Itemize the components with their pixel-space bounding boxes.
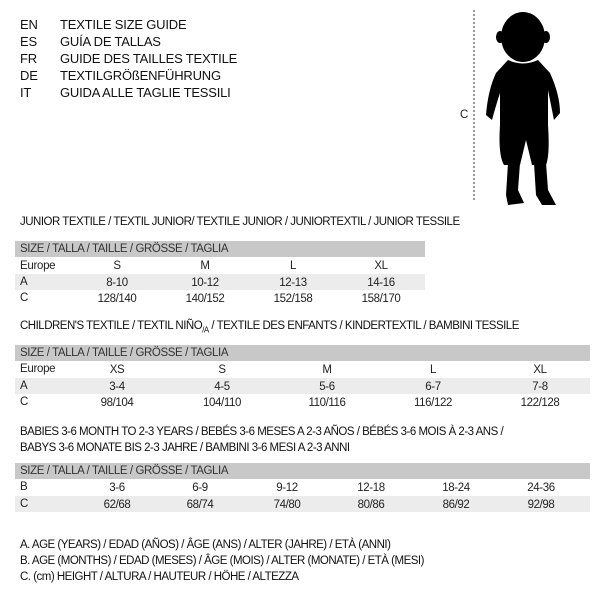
table-cell: L [290, 260, 296, 272]
row-shade [15, 496, 590, 512]
table-cell: 62/68 [103, 499, 131, 511]
table-cell: M [200, 260, 210, 272]
table-cell: 92/98 [527, 499, 555, 511]
lang-code: DE [20, 68, 38, 83]
row-label: Europe [20, 363, 56, 375]
table-cell: 24-36 [527, 482, 555, 494]
table-cell: 3-4 [109, 381, 125, 393]
table-cell: 140/152 [185, 293, 225, 305]
table-cell: 104/110 [203, 397, 241, 409]
lang-code: EN [20, 17, 38, 32]
junior-section-title: JUNIOR TEXTILE / TEXTIL JUNIOR/ TEXTILE … [20, 216, 460, 228]
row-label: B [20, 481, 28, 493]
junior-size-header: SIZE / TALLA / TAILLE / GRÖSSE / TAGLIA [15, 241, 425, 257]
table-cell: 98/104 [100, 397, 134, 409]
table-cell: 6-9 [192, 482, 208, 494]
size-header-text: SIZE / TALLA / TAILLE / GRÖSSE / TAGLIA [20, 465, 229, 477]
size-header-text: SIZE / TALLA / TAILLE / GRÖSSE / TAGLIA [20, 243, 229, 255]
guide-title: GUÍA DE TALLAS [60, 34, 161, 49]
lang-code: FR [20, 51, 37, 66]
table-cell: M [322, 364, 332, 376]
table-cell: XL [374, 260, 388, 272]
legend-item: A. AGE (YEARS) / EDAD (AÑOS) / ÂGE (ANS)… [20, 539, 391, 551]
row-label: C [20, 498, 29, 510]
title-subscript: /A [202, 325, 209, 335]
table-cell: 86/92 [442, 499, 470, 511]
table-cell: XL [533, 364, 547, 376]
table-cell: S [113, 260, 121, 272]
child-silhouette-icon [473, 10, 560, 205]
legend-item: C. (cm) HEIGHT / ALTURA / HAUTEUR / HÖHE… [20, 571, 299, 583]
table-cell: 4-5 [214, 381, 230, 393]
table-cell: 80/86 [357, 499, 385, 511]
table-cell: 3-6 [109, 482, 125, 494]
table-cell: 12-13 [279, 277, 307, 289]
table-cell: 5-6 [319, 381, 335, 393]
table-cell: 6-7 [425, 381, 441, 393]
row-label: A [20, 380, 28, 392]
table-cell: 116/122 [414, 397, 452, 409]
legend-item: B. AGE (MONTHS) / EDAD (MESES) / ÂGE (MO… [20, 555, 424, 567]
table-cell: 18-24 [442, 482, 470, 494]
guide-title: GUIDE DES TAILLES TEXTILE [60, 51, 238, 66]
children-section-title: CHILDREN'S TEXTILE / TEXTIL NIÑO/A / TEX… [20, 318, 519, 338]
title-text-rest: / TEXTILE DES ENFANTS / KINDERTEXTIL / B… [208, 320, 519, 332]
table-cell: 9-12 [276, 482, 298, 494]
guide-title: TEXTILGRÖßENFÜHRUNG [60, 68, 221, 83]
lang-code: ES [20, 34, 37, 49]
babies-section-title: BABIES 3-6 MONTH TO 2-3 YEARS / BEBÉS 3-… [20, 426, 504, 438]
table-cell: XS [109, 364, 125, 376]
babies-size-header: SIZE / TALLA / TAILLE / GRÖSSE / TAGLIA [15, 463, 590, 479]
row-label: Europe [20, 260, 56, 272]
table-cell: 152/158 [273, 293, 313, 305]
height-measure-label: C [460, 109, 469, 121]
table-cell: S [218, 364, 226, 376]
table-cell: L [430, 364, 436, 376]
children-size-header: SIZE / TALLA / TAILLE / GRÖSSE / TAGLIA [15, 345, 590, 361]
row-label: A [20, 276, 28, 288]
table-cell: 7-8 [532, 381, 548, 393]
table-cell: 110/116 [308, 397, 346, 409]
row-shade [15, 274, 425, 290]
table-cell: 14-16 [367, 277, 395, 289]
row-label: C [20, 292, 29, 304]
title-text: CHILDREN'S TEXTILE / TEXTIL NIÑO [20, 320, 203, 332]
table-cell: 8-10 [106, 277, 128, 289]
table-cell: 122/128 [520, 397, 560, 409]
table-cell: 158/170 [361, 293, 401, 305]
table-cell: 128/140 [97, 293, 137, 305]
table-cell: 68/74 [186, 499, 214, 511]
table-cell: 12-18 [357, 482, 385, 494]
row-label: C [20, 396, 29, 408]
table-cell: 10-12 [191, 277, 219, 289]
guide-title: TEXTILE SIZE GUIDE [60, 17, 187, 32]
size-header-text: SIZE / TALLA / TAILLE / GRÖSSE / TAGLIA [20, 347, 229, 359]
lang-code: IT [20, 85, 32, 100]
babies-section-title-2: BABYS 3-6 MONATE BIS 2-3 JAHRE / BAMBINI… [20, 442, 350, 454]
table-cell: 74/80 [273, 499, 301, 511]
row-shade [15, 378, 590, 394]
guide-title: GUIDA ALLE TAGLIE TESSILI [60, 85, 231, 100]
